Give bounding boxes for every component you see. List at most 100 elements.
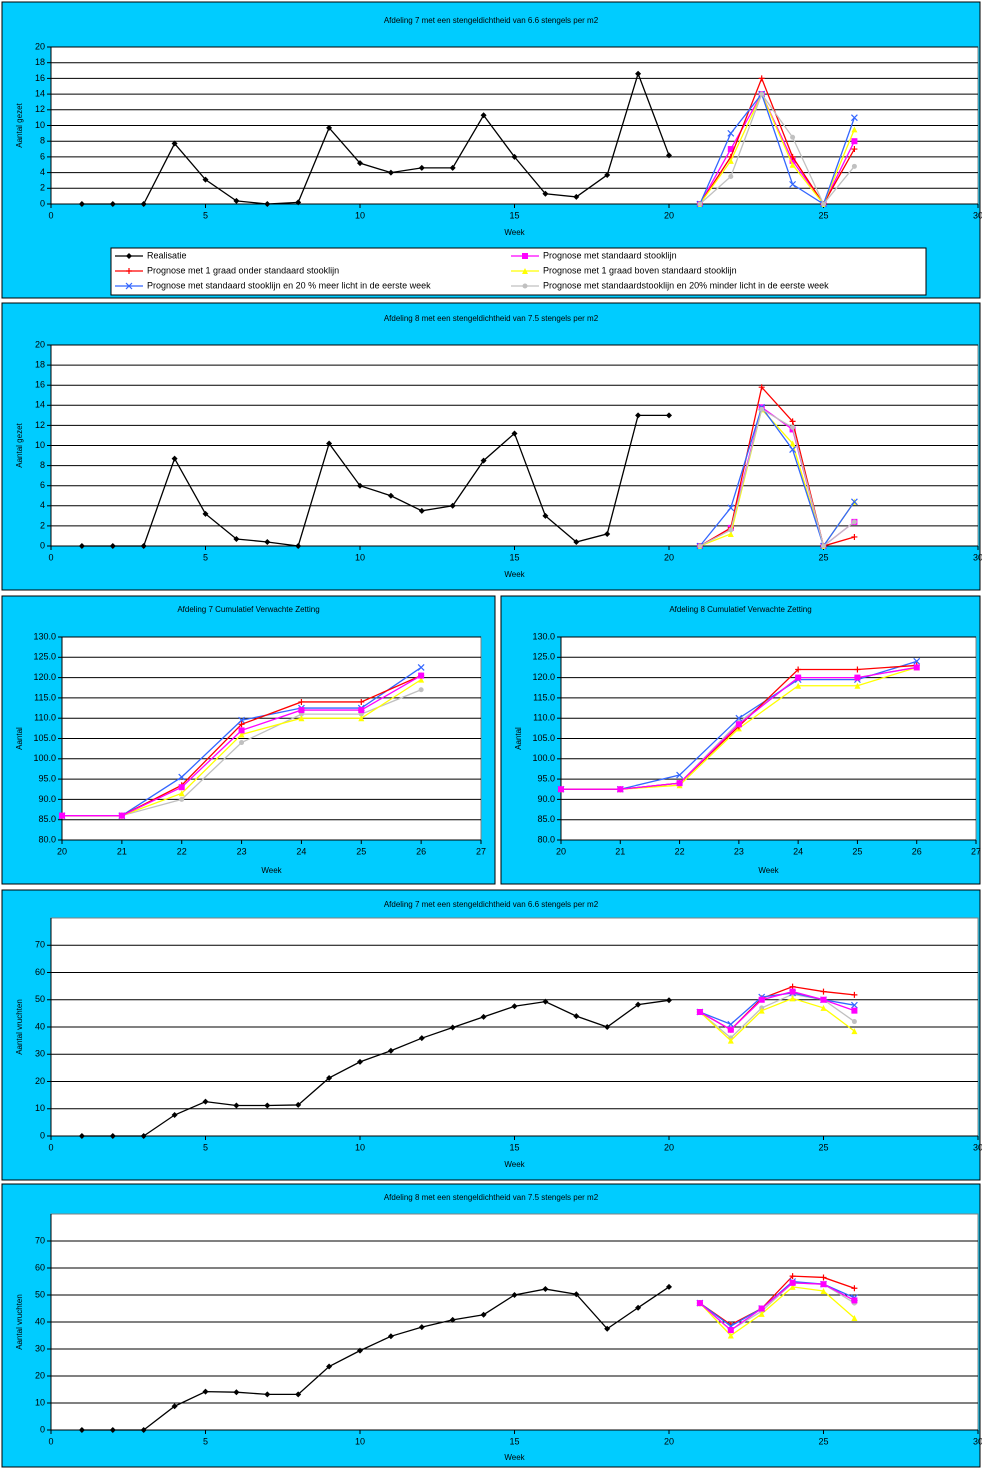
x-tick-label: 5 <box>203 210 208 220</box>
marker <box>233 535 240 542</box>
y-tick-label: 14 <box>35 400 45 410</box>
x-axis-label: Week <box>504 570 525 579</box>
marker <box>387 1047 394 1054</box>
marker <box>417 664 425 671</box>
chart-title: Afdeling 7 Cumulatief Verwachte Zetting <box>177 605 319 614</box>
y-tick-label: 18 <box>35 57 45 67</box>
marker <box>851 1019 857 1025</box>
chart-title: Afdeling 7 met een stengeldichtheid van … <box>384 900 599 909</box>
chart-title: Afdeling 7 met een stengeldichtheid van … <box>384 16 599 25</box>
y-tick-label: 125.0 <box>532 652 555 662</box>
x-tick-label: 27 <box>476 846 486 856</box>
x-tick-label: 30 <box>973 1142 982 1152</box>
marker <box>573 1013 580 1020</box>
marker <box>758 996 765 1003</box>
marker <box>635 412 642 419</box>
y-tick-label: 2 <box>40 183 45 193</box>
marker <box>727 1037 734 1044</box>
x-tick-label: 20 <box>664 210 674 220</box>
marker <box>358 698 365 705</box>
marker <box>573 538 580 545</box>
series-line <box>81 71 670 205</box>
marker <box>264 1102 271 1109</box>
x-tick-label: 30 <box>973 1436 982 1446</box>
marker <box>78 1427 85 1433</box>
legend-label: Prognose met standaardstooklijn en 20% m… <box>543 280 829 290</box>
x-axis-label: Week <box>504 1453 525 1462</box>
series-line <box>699 76 855 206</box>
y-tick-label: 130.0 <box>532 631 555 641</box>
marker <box>178 784 185 791</box>
marker <box>604 1325 611 1332</box>
marker <box>480 112 487 119</box>
marker <box>851 1007 858 1014</box>
marker <box>795 666 802 673</box>
y-tick-label: 30 <box>35 1049 45 1059</box>
x-tick-label: 10 <box>355 1142 365 1152</box>
marker <box>264 201 271 207</box>
y-axis-label: Aantal <box>15 727 24 750</box>
marker <box>511 1003 518 1010</box>
marker <box>604 1024 611 1030</box>
y-tick-label: 20 <box>35 1370 45 1380</box>
legend-label: Realisatie <box>147 250 187 260</box>
marker <box>758 1310 765 1317</box>
marker <box>635 1001 642 1008</box>
marker <box>387 169 394 176</box>
series-line <box>81 414 669 547</box>
y-tick-label: 80.0 <box>537 834 555 844</box>
x-tick-label: 25 <box>356 846 366 856</box>
x-tick-label: 20 <box>556 846 566 856</box>
y-tick-label: 20 <box>35 339 45 349</box>
marker <box>851 126 858 133</box>
marker <box>326 1074 333 1081</box>
y-tick-label: 10 <box>35 1397 45 1407</box>
x-tick-label: 15 <box>509 1436 519 1446</box>
marker <box>511 153 518 160</box>
y-tick-label: 115.0 <box>34 692 56 702</box>
x-tick-label: 5 <box>203 1436 208 1446</box>
y-axis-label: Aantal gezet <box>15 422 24 467</box>
x-tick-label: 21 <box>117 846 127 856</box>
y-tick-label: 50 <box>35 994 45 1004</box>
y-tick-label: 60 <box>35 967 45 977</box>
marker <box>171 140 178 147</box>
marker <box>387 1333 394 1340</box>
marker <box>480 457 487 464</box>
marker <box>449 164 456 171</box>
series-line <box>699 92 856 206</box>
marker <box>759 406 765 412</box>
marker <box>418 676 425 683</box>
series-line <box>699 1282 855 1331</box>
series-line <box>699 997 855 1042</box>
marker <box>558 786 564 793</box>
x-tick-label: 30 <box>973 210 982 220</box>
y-tick-label: 120.0 <box>532 672 555 682</box>
y-tick-label: 20 <box>35 1076 45 1086</box>
marker <box>140 201 147 207</box>
y-axis-label: Aantal vruchten <box>15 999 24 1055</box>
series-line <box>699 385 855 547</box>
marker <box>820 1287 827 1294</box>
y-tick-label: 100.0 <box>33 753 56 763</box>
x-tick-label: 22 <box>675 846 685 856</box>
marker <box>109 543 116 549</box>
y-tick-label: 60 <box>35 1262 45 1272</box>
marker <box>140 1133 147 1139</box>
x-axis-label: Week <box>504 1160 525 1169</box>
y-tick-label: 12 <box>35 420 45 430</box>
x-tick-label: 10 <box>355 210 365 220</box>
marker <box>850 498 858 506</box>
y-tick-label: 90.0 <box>38 794 56 804</box>
marker <box>854 682 861 689</box>
x-tick-label: 20 <box>57 846 67 856</box>
marker <box>789 1273 796 1280</box>
y-tick-label: 50 <box>35 1289 45 1299</box>
marker <box>358 707 365 714</box>
marker <box>727 1026 734 1033</box>
x-axis-label: Week <box>758 866 779 875</box>
marker <box>790 134 796 140</box>
marker <box>357 482 363 489</box>
x-tick-label: 0 <box>48 552 53 562</box>
